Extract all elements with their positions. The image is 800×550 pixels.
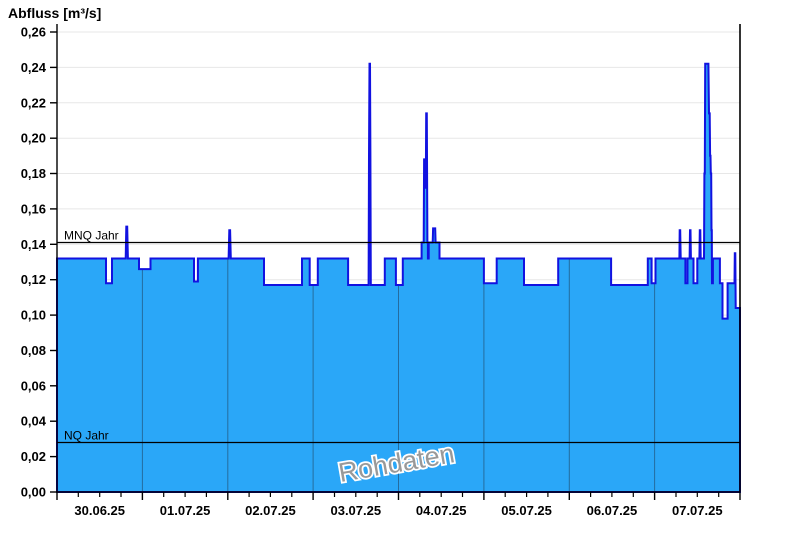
y-tick-label: 0,16: [21, 201, 46, 216]
chart-title: Abfluss [m³/s]: [8, 5, 102, 21]
y-tick-label: 0,22: [21, 95, 46, 110]
y-tick-label: 0,12: [21, 272, 46, 287]
x-tick-label: 01.07.25: [160, 503, 211, 518]
x-tick-label: 05.07.25: [501, 503, 552, 518]
y-tick-label: 0,14: [21, 237, 47, 252]
x-tick-label: 02.07.25: [245, 503, 296, 518]
mnq-label: MNQ Jahr: [64, 229, 119, 243]
x-tick-labels: 30.06.25 01.07.25 02.07.25 03.07.25 04.07.25…: [74, 503, 722, 518]
y-tick-label: 0,18: [21, 166, 46, 181]
y-tick-label: 0,24: [21, 60, 47, 75]
y-tick-label: 0,00: [21, 485, 46, 500]
y-tick-label: 0,26: [21, 25, 46, 40]
discharge-area-outline: [56, 62, 741, 493]
y-tick-label: 0,10: [21, 308, 46, 323]
x-tick-label: 06.07.25: [587, 503, 638, 518]
y-tick-label: 0,20: [21, 131, 46, 146]
x-tick-label: 04.07.25: [416, 503, 467, 518]
y-tick-label: 0,08: [21, 343, 46, 358]
y-tick-label: 0,06: [21, 378, 46, 393]
y-tick-label: 0,02: [21, 449, 46, 464]
axes: [50, 24, 741, 500]
nq-label: NQ Jahr: [64, 428, 109, 442]
y-tick-label: 0,04: [21, 414, 47, 429]
x-tick-label: 03.07.25: [330, 503, 381, 518]
x-tick-label: 07.07.25: [672, 503, 723, 518]
y-tick-labels: 0,00 0,02 0,04 0,06 0,08 0,10 0,12 0,14 0,16 0,18…: [21, 25, 47, 500]
x-tick-label: 30.06.25: [74, 503, 125, 518]
